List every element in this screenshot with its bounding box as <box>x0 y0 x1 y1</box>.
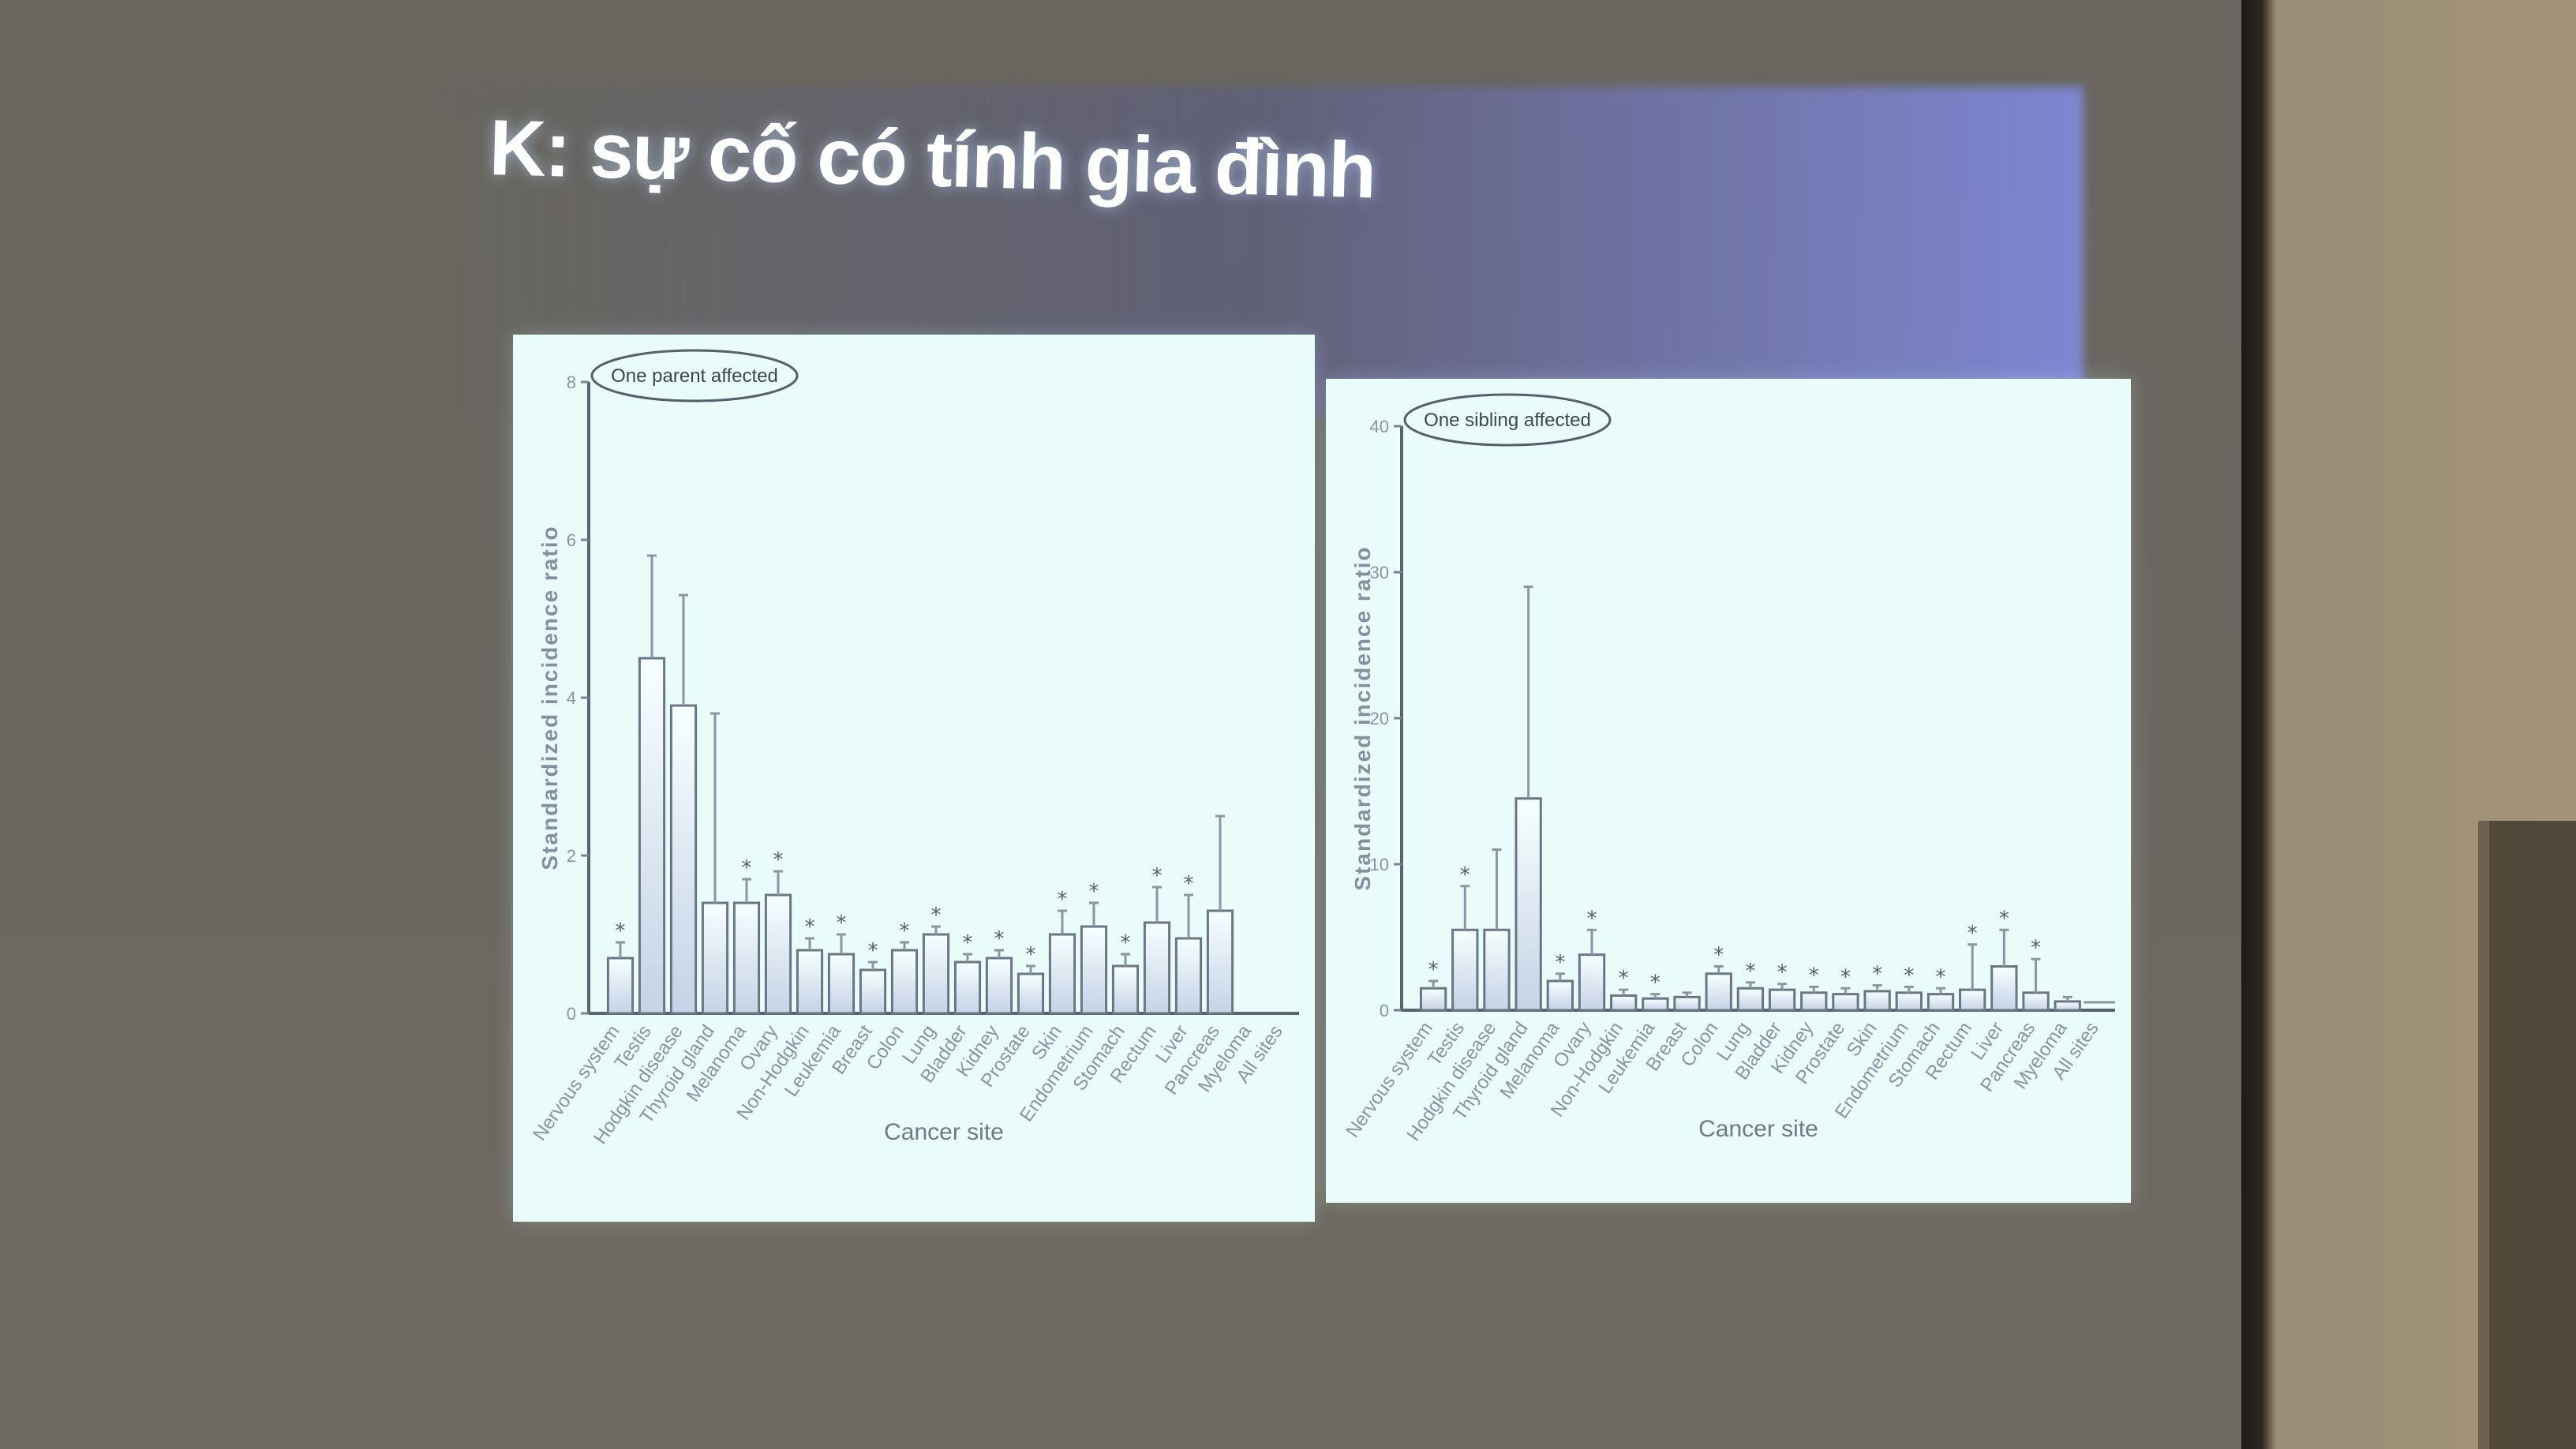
significance-marker: * <box>963 931 973 955</box>
significance-marker: * <box>1650 972 1661 995</box>
significance-marker: * <box>1184 872 1194 896</box>
significance-marker: * <box>1460 863 1470 887</box>
legend-label: One parent affected <box>611 365 778 387</box>
significance-marker: * <box>900 919 910 943</box>
y-axis-title: Standardized incidence ratio <box>537 525 562 870</box>
y-tick-label: 2 <box>567 846 576 866</box>
bar <box>1206 909 1234 1015</box>
significance-marker: * <box>1936 965 1946 989</box>
y-tick-label: 30 <box>1370 563 1389 582</box>
x-axis-title: Cancer site <box>1698 1116 1818 1142</box>
bar <box>1642 997 1669 1012</box>
bar <box>1515 797 1542 1012</box>
significance-marker: * <box>837 912 847 935</box>
bar <box>1926 993 1955 1012</box>
bar <box>1705 972 1732 1012</box>
significance-marker: * <box>773 848 784 872</box>
y-tick-label: 20 <box>1370 709 1389 728</box>
bar <box>1800 991 1828 1012</box>
significance-marker: * <box>1968 922 1978 945</box>
bar <box>1959 988 1986 1012</box>
chart-sibling-affected: 0 10 20 30 40 Standardized incidence ratio Can… <box>1326 379 2131 1203</box>
bar <box>922 933 950 1015</box>
bar <box>1080 925 1108 1015</box>
significance-marker: * <box>742 856 752 880</box>
significance-marker: * <box>2031 936 2041 960</box>
bar <box>1419 987 1447 1012</box>
bar <box>1990 965 2018 1012</box>
significance-marker: * <box>805 915 815 939</box>
y-tick-label: 8 <box>567 373 576 392</box>
x-axis-title: Cancer site <box>884 1119 1004 1145</box>
chart-parent-affected: 0 2 4 6 8 Standardized incidence ratio Cancer … <box>513 335 1315 1222</box>
significance-marker: * <box>1428 958 1439 982</box>
bar <box>701 901 729 1015</box>
bar <box>732 901 761 1015</box>
y-tick-label: 4 <box>567 688 576 708</box>
y-axis-title: Standardized incidence ratio <box>1350 545 1375 890</box>
bar <box>985 957 1013 1015</box>
bar <box>859 968 887 1015</box>
significance-marker: * <box>1840 965 1851 989</box>
bar <box>1895 991 1923 1012</box>
bar <box>1017 972 1045 1015</box>
significance-marker: * <box>1026 943 1036 967</box>
significance-marker: * <box>994 927 1005 951</box>
bar <box>827 953 856 1015</box>
significance-marker: * <box>1745 960 1755 983</box>
legend-ellipse <box>590 349 799 402</box>
bar <box>1673 995 1701 1012</box>
significance-marker: * <box>1089 880 1099 904</box>
significance-marker: * <box>868 939 878 963</box>
chart-sibling-svg: 0 10 20 30 40 Standardized incidence ratio Can… <box>1342 393 2115 1145</box>
legend-label: One sibling affected <box>1424 410 1591 431</box>
legend-ellipse <box>1403 393 1612 447</box>
bar <box>1048 933 1076 1015</box>
y-tick-label: 0 <box>1380 1001 1389 1020</box>
significance-marker: * <box>1152 864 1163 888</box>
significance-marker: * <box>1713 944 1724 968</box>
bar <box>1546 979 1574 1012</box>
bar <box>2022 991 2050 1012</box>
bar <box>953 960 982 1015</box>
significance-marker: * <box>1872 963 1882 987</box>
y-tick-label: 40 <box>1370 417 1389 436</box>
bar <box>764 893 792 1015</box>
y-tick-label: 10 <box>1370 855 1389 874</box>
bar <box>796 949 824 1015</box>
bar <box>1863 990 1891 1012</box>
chart-parent-svg: 0 2 4 6 8 Standardized incidence ratio Cancer … <box>529 349 1299 1148</box>
bar <box>1111 964 1140 1015</box>
significance-marker: * <box>1619 967 1629 990</box>
significance-marker: * <box>1809 964 1819 987</box>
significance-marker: * <box>1587 907 1597 930</box>
bar <box>1610 994 1638 1012</box>
significance-marker: * <box>1058 888 1068 912</box>
significance-marker: * <box>616 919 626 943</box>
significance-marker: * <box>1777 961 1788 985</box>
significance-marker: * <box>1121 931 1131 955</box>
bar <box>2054 1000 2081 1012</box>
significance-marker: * <box>931 904 942 927</box>
significance-marker: * <box>1904 964 1914 987</box>
bar <box>606 957 635 1015</box>
projected-slide: K: sự cố có tính gia đình 0 2 4 6 8 Standardi… <box>0 0 2241 1449</box>
significance-marker: * <box>1999 907 2009 930</box>
bar <box>1174 937 1203 1015</box>
door-frame <box>2478 821 2576 1449</box>
bar <box>1768 988 1796 1012</box>
significance-marker: * <box>1555 951 1565 975</box>
bar <box>638 657 666 1015</box>
bar <box>1832 993 1859 1012</box>
bar <box>669 704 698 1015</box>
bar <box>1483 928 1511 1012</box>
bar <box>890 949 919 1015</box>
y-tick-label: 0 <box>567 1004 576 1024</box>
bar <box>1451 928 1479 1012</box>
y-tick-label: 6 <box>567 530 576 550</box>
bar <box>1143 921 1171 1015</box>
bar <box>1578 953 1606 1012</box>
bar <box>1736 987 1765 1012</box>
